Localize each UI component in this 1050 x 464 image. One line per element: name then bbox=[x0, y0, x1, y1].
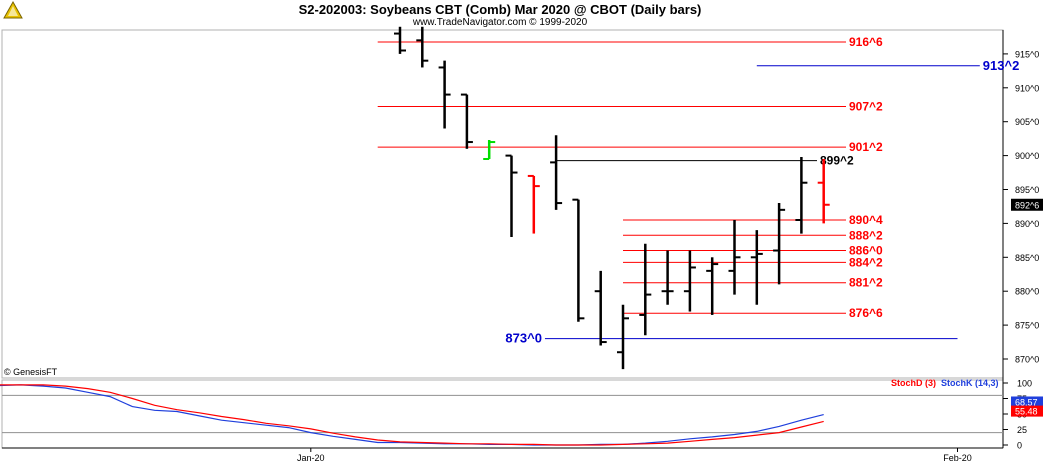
price-tick-label: 885^0 bbox=[1015, 253, 1039, 263]
ohlc-bar bbox=[416, 26, 429, 68]
stochd-line bbox=[0, 384, 824, 446]
price-tick-label: 875^0 bbox=[1015, 321, 1039, 331]
ohlc-bar bbox=[773, 203, 786, 285]
copyright-label: © GenesisFT bbox=[4, 367, 58, 377]
price-tick-label: 895^0 bbox=[1015, 185, 1039, 195]
ohlc-bar bbox=[460, 93, 473, 149]
level-label: 907^2 bbox=[849, 99, 883, 113]
stoch-tick-label: 25 bbox=[1017, 425, 1027, 435]
ohlc-bar bbox=[550, 135, 563, 210]
chart-title: S2-202003: Soybeans CBT (Comb) Mar 2020 … bbox=[298, 2, 702, 17]
stoch-panel bbox=[1, 379, 1004, 449]
last-price-box bbox=[1011, 198, 1043, 211]
price-tick-label: 910^0 bbox=[1015, 83, 1039, 93]
ohlc-bar bbox=[617, 304, 629, 370]
level-label: 888^2 bbox=[849, 228, 883, 242]
level-label: 881^2 bbox=[849, 276, 883, 290]
level-label: 873^0 bbox=[505, 331, 542, 346]
ohlc-bar bbox=[683, 250, 696, 312]
ohlc-bar bbox=[483, 140, 496, 160]
ohlc-bar bbox=[527, 174, 540, 234]
ohlc-bar bbox=[394, 26, 406, 54]
genesis-logo-icon bbox=[3, 1, 23, 19]
price-tick-label: 905^0 bbox=[1015, 117, 1039, 127]
price-tick-label: 870^0 bbox=[1015, 355, 1039, 365]
stoch-tick-label: 100 bbox=[1017, 379, 1032, 389]
last-price-label: 892^6 bbox=[1015, 200, 1039, 210]
level-label: 886^0 bbox=[849, 244, 883, 258]
stochd-value-box bbox=[1011, 405, 1043, 417]
ohlc-bar bbox=[795, 156, 808, 234]
price-tick-label: 915^0 bbox=[1015, 49, 1039, 59]
ohlc-bar bbox=[639, 243, 652, 336]
ohlc-bar bbox=[594, 270, 607, 346]
ohlc-bar bbox=[572, 198, 585, 322]
stochk-line bbox=[0, 384, 824, 446]
level-label: 916^6 bbox=[849, 35, 883, 49]
ohlc-bar bbox=[728, 220, 741, 295]
date-label: Feb-20 bbox=[943, 453, 972, 463]
ohlc-bar bbox=[706, 257, 719, 315]
price-tick-label: 900^0 bbox=[1015, 151, 1039, 161]
level-label: 884^2 bbox=[849, 255, 883, 269]
level-label: 901^2 bbox=[849, 140, 883, 154]
legend-stochd: StochD (3) bbox=[891, 378, 936, 388]
stoch-tick-label: 0 bbox=[1017, 441, 1022, 451]
level-label: 899^2 bbox=[820, 154, 854, 168]
ohlc-bar bbox=[817, 158, 830, 224]
ohlc-bar bbox=[505, 154, 518, 237]
ohlc-bar bbox=[750, 230, 763, 305]
level-label: 913^2 bbox=[983, 58, 1020, 73]
level-label: 876^6 bbox=[849, 306, 883, 320]
price-tick-label: 890^0 bbox=[1015, 219, 1039, 229]
stochk-value: 68.57 bbox=[1015, 397, 1038, 407]
stochk-value-box bbox=[1011, 396, 1043, 408]
price-panel bbox=[1, 29, 1004, 379]
legend-stochk: StochK (14,3) bbox=[941, 378, 999, 388]
chart-subtitle: www.TradeNavigator.com © 1999-2020 bbox=[412, 17, 588, 28]
ohlc-bar bbox=[438, 60, 451, 129]
price-tick-label: 880^0 bbox=[1015, 287, 1039, 297]
date-label: Jan-20 bbox=[297, 453, 325, 463]
ohlc-bar bbox=[661, 250, 674, 305]
stochd-value: 55.48 bbox=[1015, 407, 1038, 417]
level-label: 890^4 bbox=[849, 213, 883, 227]
